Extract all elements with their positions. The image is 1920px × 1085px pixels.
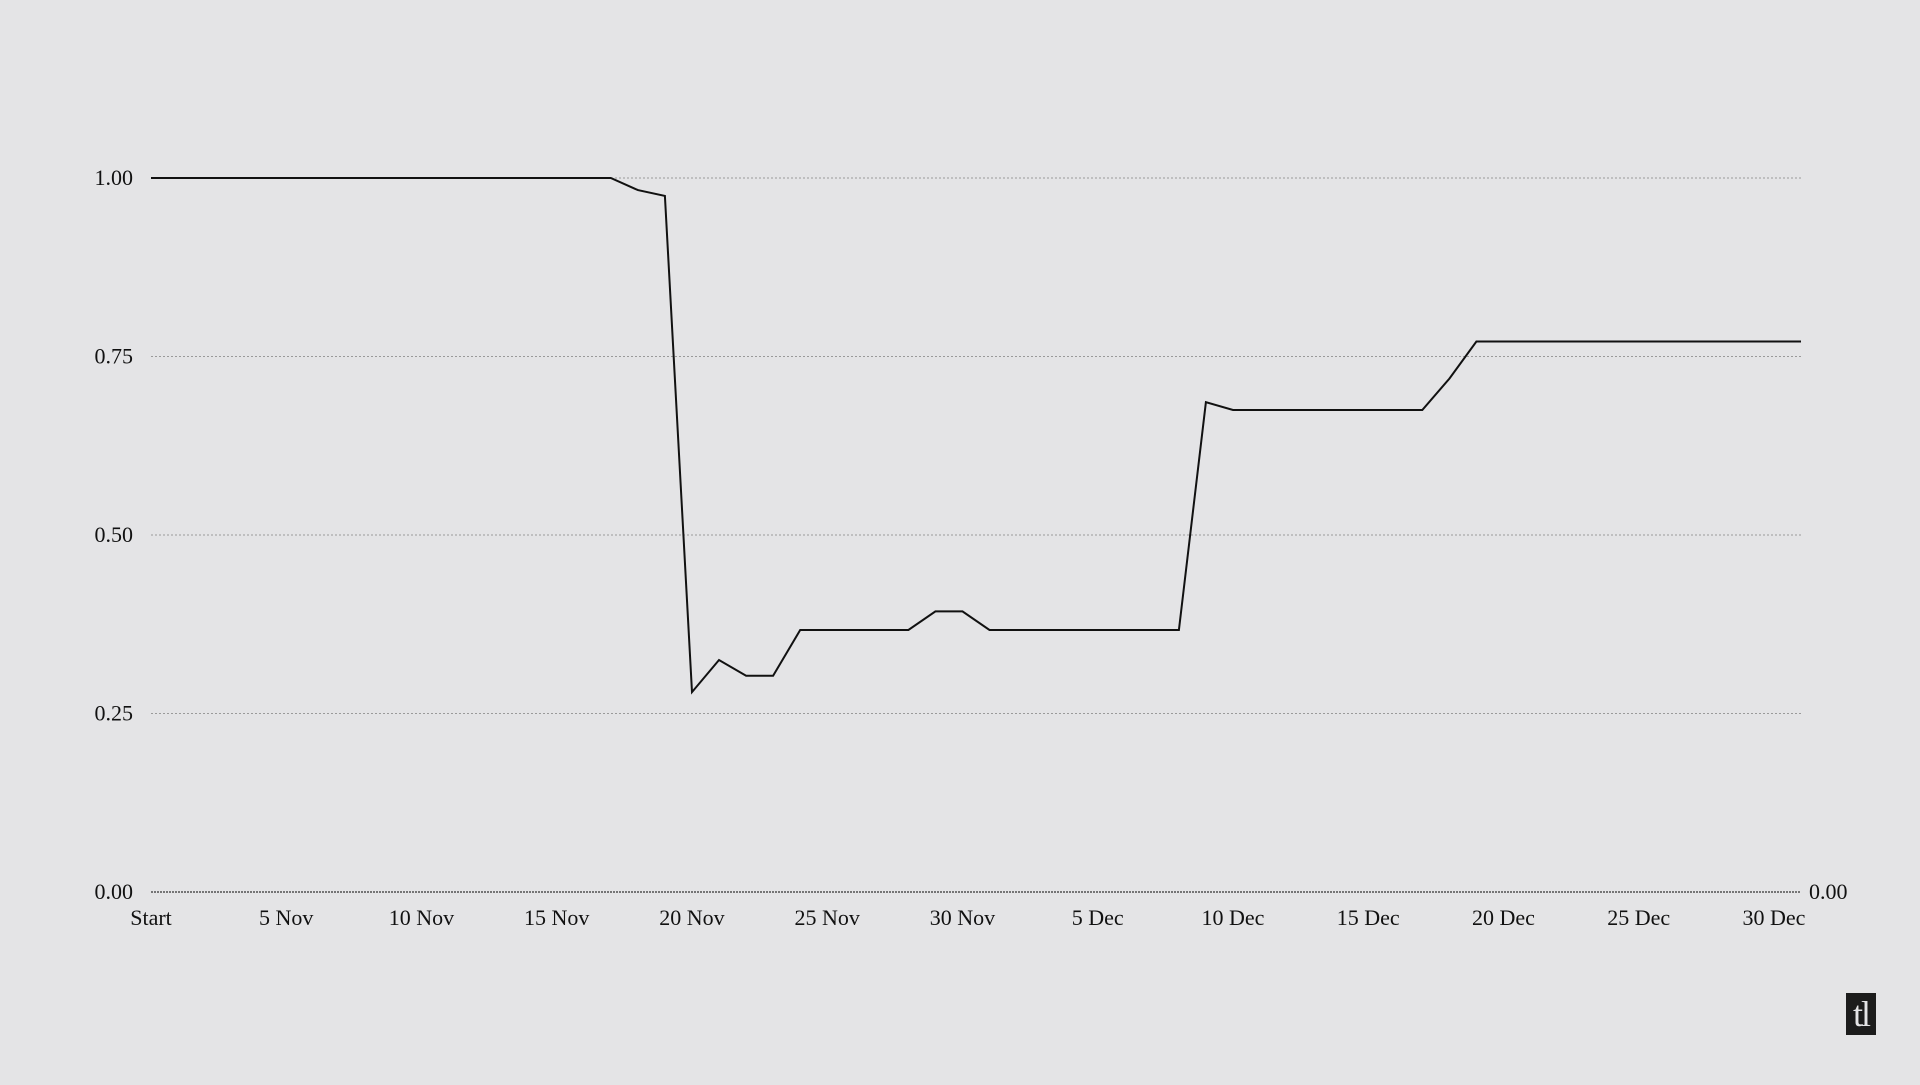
gridlines <box>151 177 1801 893</box>
y-tick-label: 0.25 <box>95 701 134 726</box>
y-tick-label: 0.50 <box>95 522 134 547</box>
x-tick-label: 25 Nov <box>795 905 860 930</box>
x-tick-label: 10 Dec <box>1202 905 1265 930</box>
x-tick-label: Start <box>130 905 172 930</box>
series-line <box>151 177 1801 695</box>
x-tick-label: 5 Nov <box>259 905 313 930</box>
brand-logo: tl <box>1846 993 1876 1035</box>
right-axis-label: 0.00 <box>1809 879 1848 904</box>
series-layer <box>151 177 1801 695</box>
x-tick-label: 5 Dec <box>1072 905 1124 930</box>
y-tick-label: 1.00 <box>95 165 134 190</box>
x-tick-label: 30 Dec <box>1742 905 1805 930</box>
x-tick-label: 25 Dec <box>1607 905 1670 930</box>
x-tick-label: 30 Nov <box>930 905 995 930</box>
x-tick-label: 20 Dec <box>1472 905 1535 930</box>
y-tick-label: 0.75 <box>95 344 134 369</box>
x-tick-label: 10 Nov <box>389 905 454 930</box>
x-tick-label: 20 Nov <box>659 905 724 930</box>
y-tick-label: 0.00 <box>95 879 134 904</box>
x-tick-label: 15 Nov <box>524 905 589 930</box>
x-tick-label: 15 Dec <box>1337 905 1400 930</box>
